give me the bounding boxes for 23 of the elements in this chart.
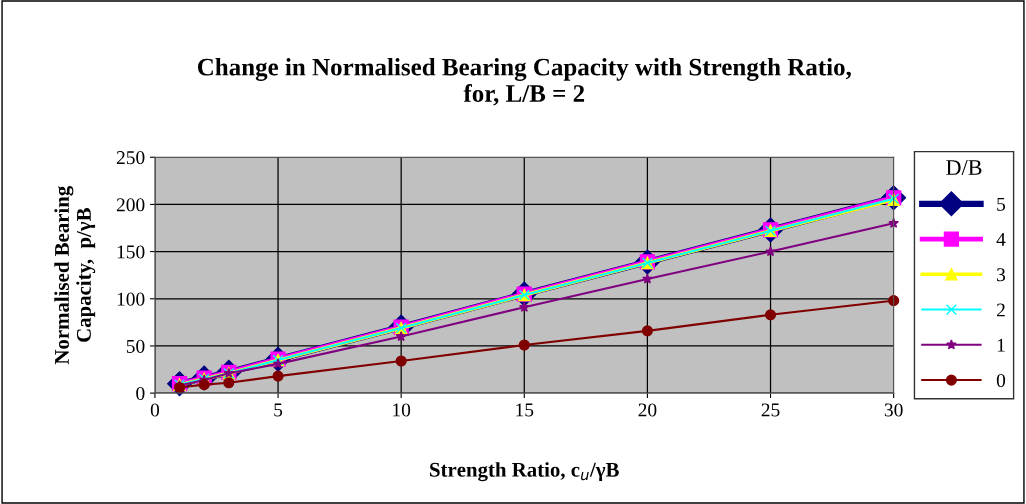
y-tick-label: 200 [116, 198, 145, 212]
y-tick-label: 0 [136, 386, 145, 401]
x-tick-label: 10 [393, 403, 411, 417]
y-tick-label: 50 [126, 339, 145, 353]
y-tick-label: 100 [117, 292, 145, 306]
x-tick-label: 0 [150, 403, 160, 417]
chart-title: Change in Normalised Bearing Capacity with Strength Ratio, for, L/B = 2 [197, 58, 851, 106]
x-tick-label: 30 [884, 403, 903, 417]
legend-label: 4 [996, 233, 1006, 246]
x-tick-label: 25 [761, 403, 780, 417]
x-tick-label: 15 [516, 403, 534, 417]
legend-title: D/B [946, 160, 982, 175]
legend-label: 1 [997, 338, 1005, 352]
legend-label: 2 [996, 303, 1005, 317]
x-tick-label: 5 [274, 403, 283, 417]
legend-label: 3 [997, 268, 1006, 282]
y-tick-label: 250 [116, 151, 145, 165]
x-tick-label: 20 [638, 403, 657, 417]
y-axis-title: Normalised Bearing Capacity, p/γB [54, 185, 96, 365]
legend-label: 5 [997, 197, 1006, 211]
legend-label: 0 [996, 373, 1006, 388]
x-axis-title: Strength Ratio, c$_{u}$/γB [430, 462, 619, 482]
y-tick-label: 150 [117, 245, 145, 259]
